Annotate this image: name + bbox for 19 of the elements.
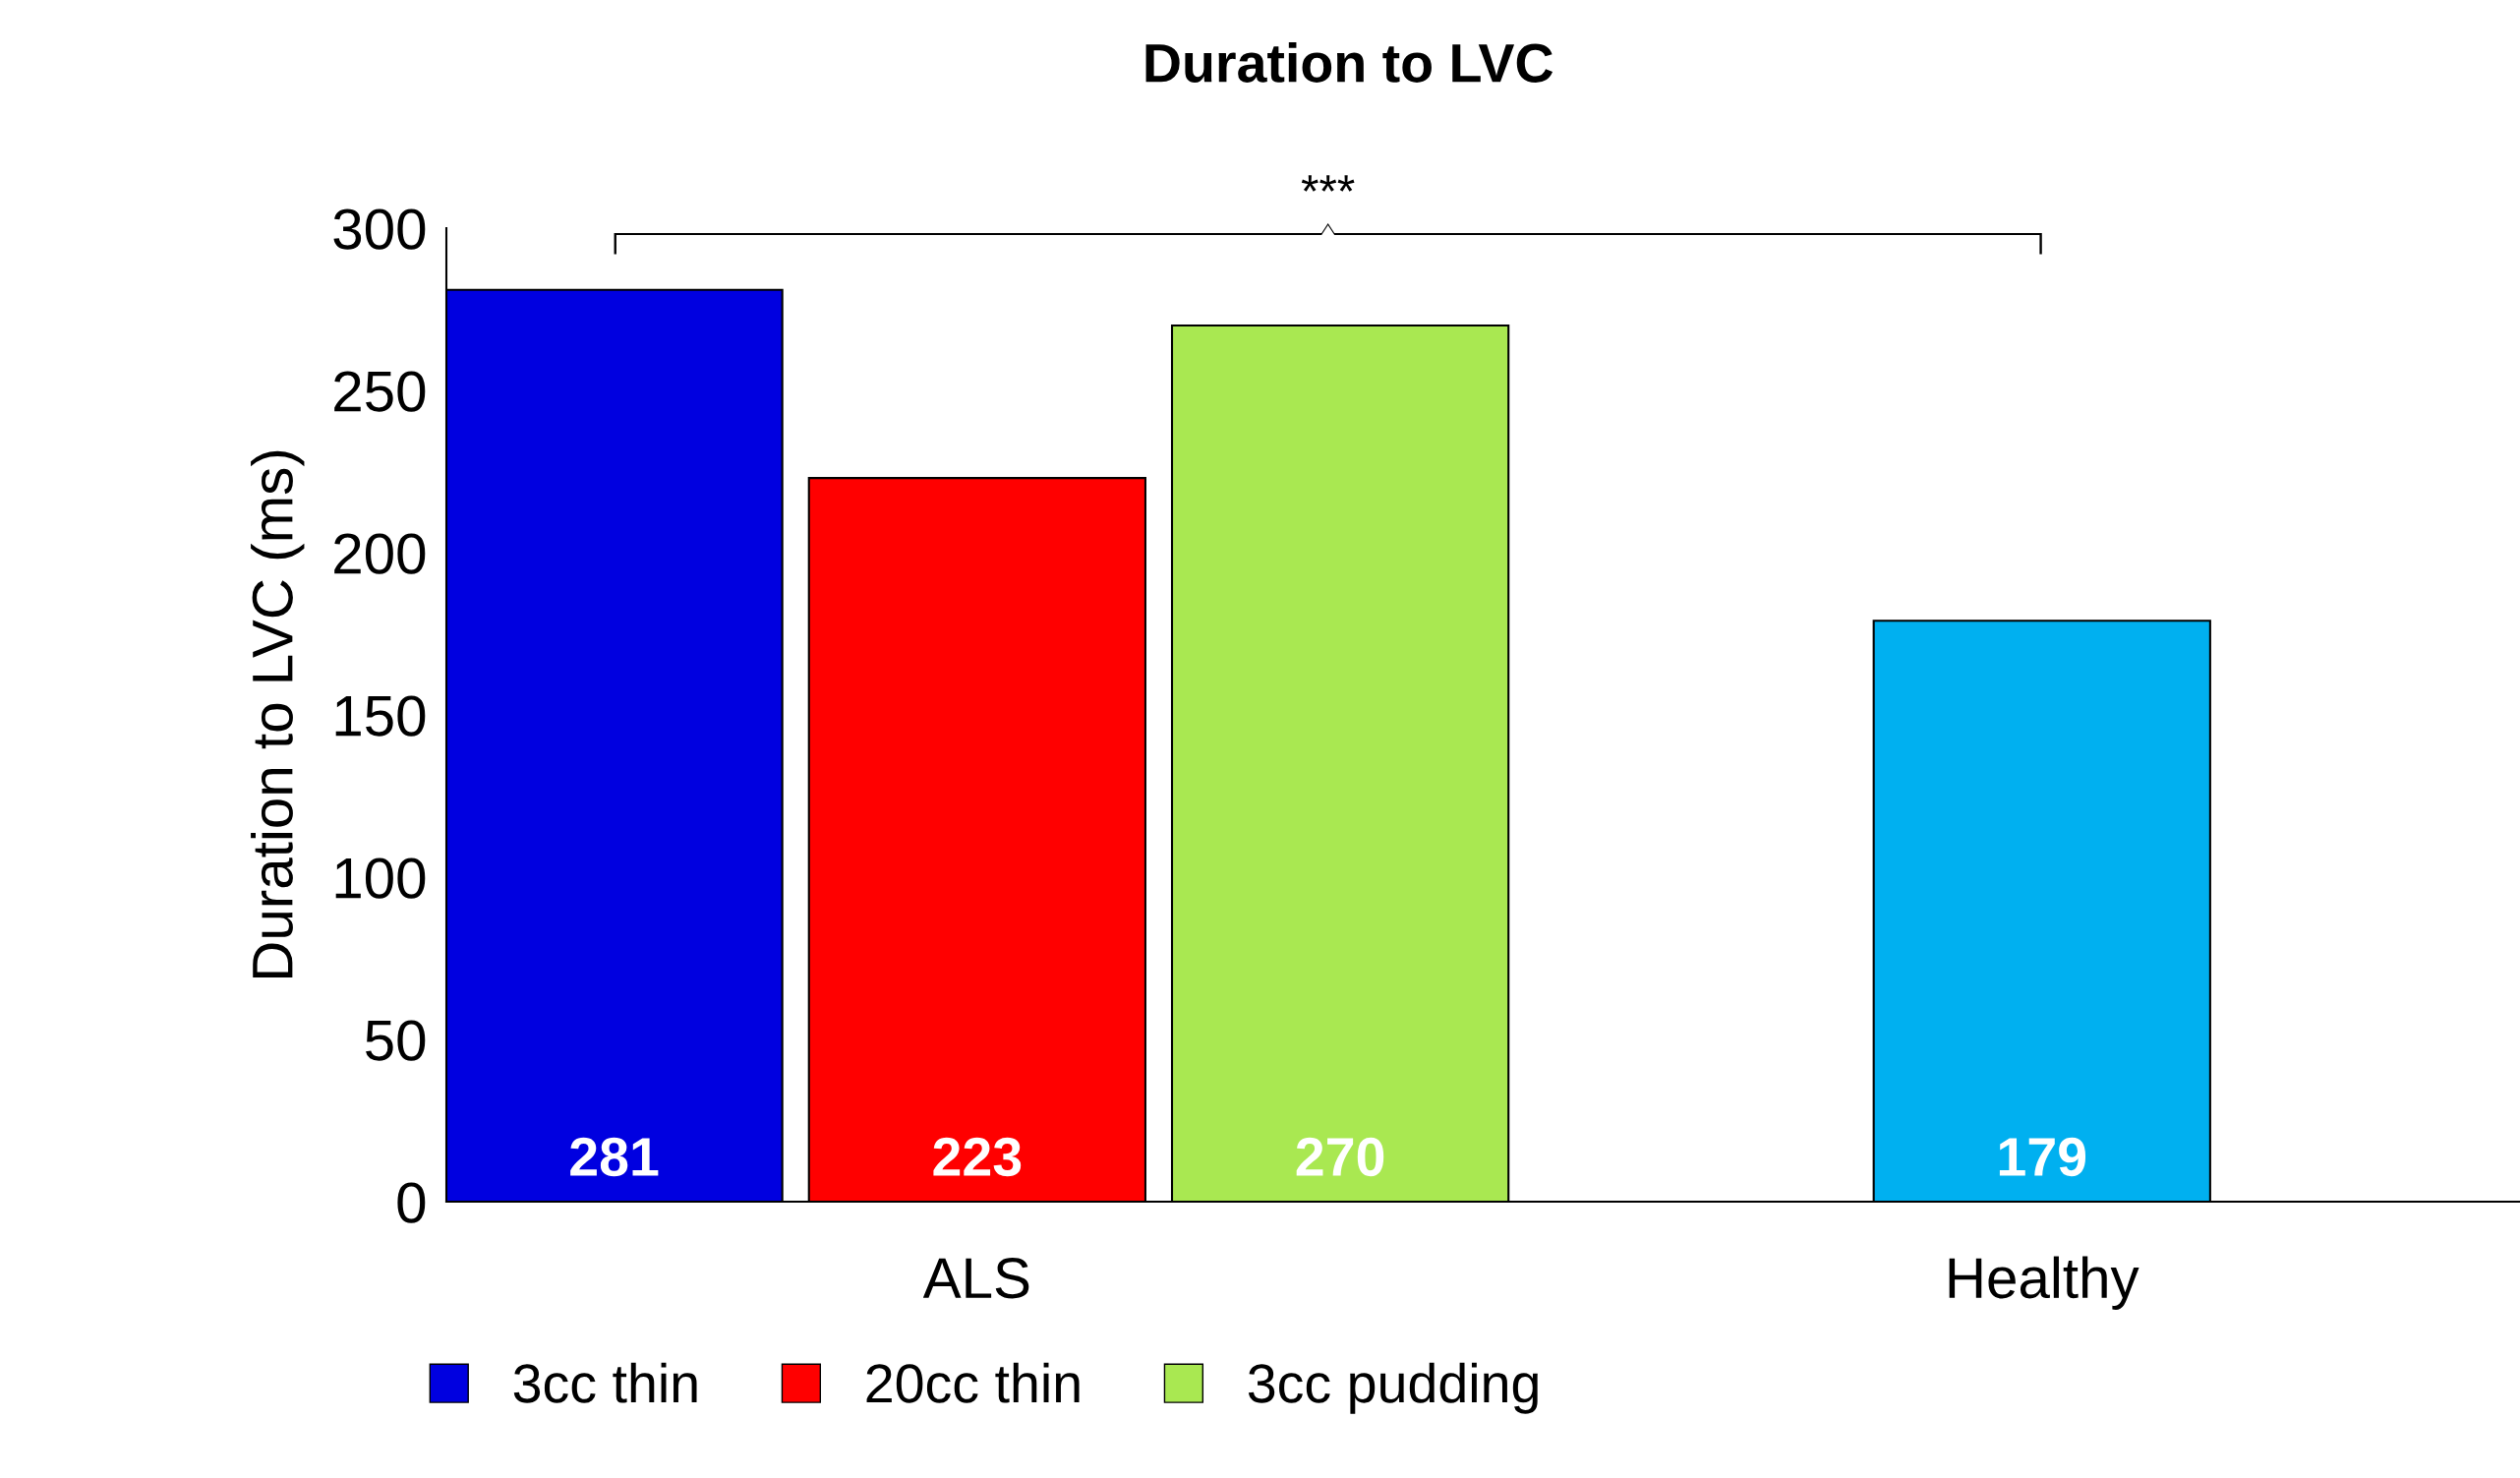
y-tick-label: 150 [335, 695, 426, 737]
text: *** [1301, 175, 1355, 192]
data-label: 223 [933, 1137, 1022, 1177]
y-tick-label: 0 [397, 1182, 426, 1223]
legend-label: 3cc thin [513, 1362, 697, 1403]
data-label: 179 [1999, 1137, 2086, 1177]
x-tick-label: ALS [922, 1258, 1029, 1299]
legend-label: 3cc pudding [1248, 1362, 1538, 1414]
y-tick-label: 200 [334, 533, 426, 574]
legend-label: 20cc thin [866, 1362, 1080, 1403]
y-tick-label: 250 [334, 371, 426, 412]
y-axis-title: Duration to LVC (ms) [251, 450, 305, 977]
data-label: 281 [570, 1137, 659, 1177]
y-tick-label: 300 [333, 208, 426, 250]
y-tick-label: 100 [335, 857, 426, 899]
y-tick-label: 50 [366, 1020, 426, 1061]
x-tick-label: Healthy [1949, 1256, 2139, 1310]
data-label: 270 [1296, 1137, 1384, 1177]
chart-title: Duration to LVC [1145, 42, 1553, 83]
